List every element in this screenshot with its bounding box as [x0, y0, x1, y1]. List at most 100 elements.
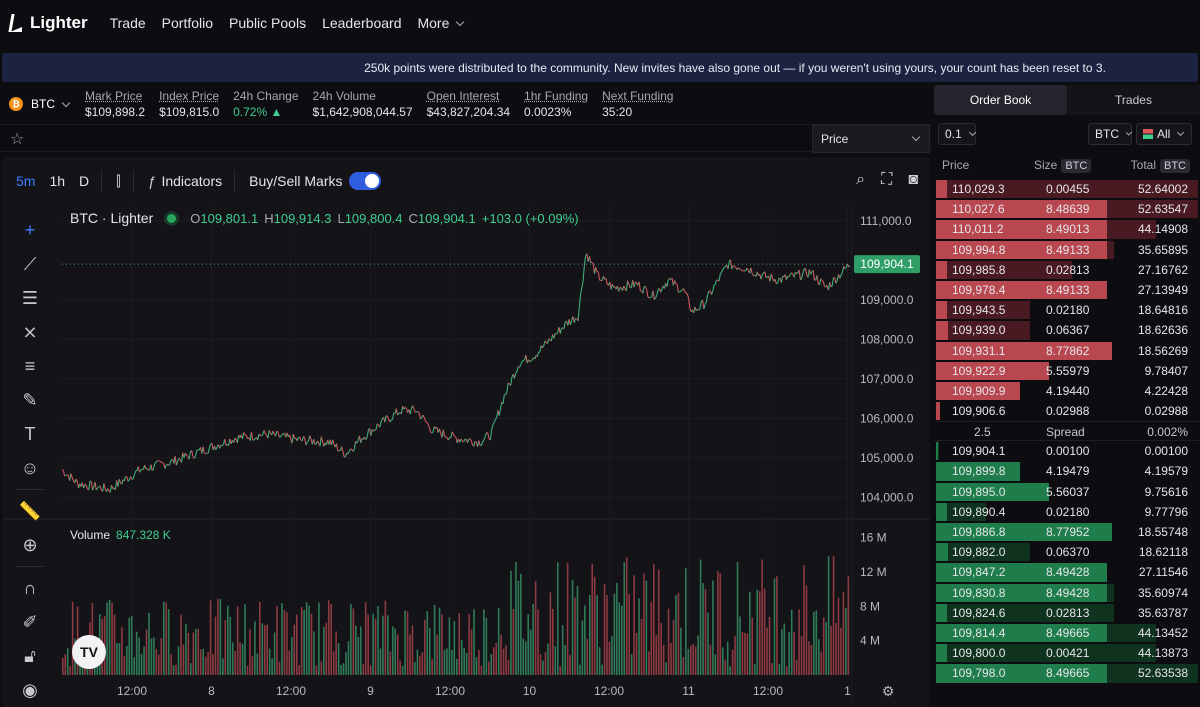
price-segment — [272, 430, 275, 434]
ask-row[interactable]: 110,027.6 8.48639 52.63547 — [934, 199, 1200, 219]
volume-bar — [202, 648, 204, 675]
star-icon[interactable]: ☆ — [10, 131, 25, 148]
bid-row[interactable]: 109,895.0 5.56037 9.75616 — [934, 482, 1200, 502]
nav-public-pools[interactable]: Public Pools — [229, 15, 307, 31]
stat-label[interactable]: Mark Price — [85, 89, 143, 103]
price-segment — [277, 432, 280, 438]
buysell-marks-toggle[interactable] — [348, 172, 381, 190]
indicators-icon[interactable]: ƒ — [147, 173, 156, 189]
horizontal-lines-icon[interactable]: ☰ — [21, 287, 39, 308]
volume-bar — [414, 662, 416, 675]
price-chart[interactable]: 111,000.0 109,000.0 108,000.0 107,000.0 106,… — [2, 157, 930, 707]
unit-select[interactable]: BTC — [1088, 123, 1133, 145]
price-segment — [398, 412, 401, 414]
tradingview-logo[interactable]: TV — [72, 635, 106, 669]
bid-total: 0.00100 — [1144, 444, 1188, 459]
ask-row[interactable]: 109,922.9 5.55979 9.78407 — [934, 361, 1200, 381]
pattern-icon[interactable]: ⨯ — [22, 321, 38, 342]
volume-bar — [497, 608, 500, 675]
bid-row[interactable]: 109,824.6 0.02813 35.63787 — [934, 603, 1200, 623]
timeframe-1h[interactable]: 1h — [49, 173, 66, 189]
price-segment — [737, 267, 740, 270]
fullscreen-icon[interactable]: ⛶ — [881, 171, 893, 188]
price-segment — [427, 423, 430, 428]
market-selector[interactable]: ₿ BTC — [9, 97, 71, 111]
ask-row[interactable]: 109,909.9 4.19440 4.22428 — [934, 381, 1200, 401]
bid-row[interactable]: 109,886.8 8.77952 18.55748 — [934, 522, 1200, 542]
volume-bar — [529, 629, 532, 675]
timeframe-5m[interactable]: 5m — [16, 173, 36, 189]
volume-bar — [359, 626, 362, 675]
price-segment — [648, 296, 651, 299]
stat-open-interest: Open Interest $43,827,204.34 — [427, 88, 510, 120]
nav-more[interactable]: More — [417, 15, 465, 31]
trend-line-icon[interactable]: ⟋ — [23, 253, 37, 274]
book-filter-select[interactable]: All — [1136, 123, 1192, 145]
bid-row[interactable]: 109,904.1 0.00100 0.00100 — [934, 441, 1200, 461]
ask-row[interactable]: 109,906.6 0.02988 0.02988 — [934, 401, 1200, 421]
bid-row[interactable]: 109,890.4 0.02180 9.77796 — [934, 502, 1200, 522]
bid-row[interactable]: 109,800.0 0.00421 44.13873 — [934, 643, 1200, 663]
ask-row[interactable]: 109,939.0 0.06367 18.62636 — [934, 320, 1200, 340]
volume-bar — [704, 588, 707, 675]
ruler-icon[interactable]: 📏 — [18, 500, 42, 521]
ask-row[interactable]: 109,931.1 8.77862 18.56269 — [934, 341, 1200, 361]
stat-label[interactable]: 1hr Funding — [524, 89, 589, 103]
measure-lines-icon[interactable]: ≡ — [24, 355, 36, 376]
stat-value: $1,642,908,044.57 — [312, 105, 413, 119]
ask-row[interactable]: 110,029.3 0.00455 52.64002 — [934, 179, 1200, 199]
candles-icon[interactable]: ⫿ — [116, 172, 121, 189]
price-segment — [582, 265, 585, 281]
ask-row[interactable]: 109,978.4 8.49133 27.13949 — [934, 280, 1200, 300]
toolbar-divider — [132, 170, 134, 192]
stat-label[interactable]: Open Interest — [426, 89, 500, 103]
indicators-button[interactable]: Indicators — [161, 173, 223, 189]
stat-label[interactable]: Index Price — [159, 89, 220, 103]
volume-bar — [64, 654, 67, 675]
text-icon[interactable]: T — [24, 423, 36, 444]
bid-row[interactable]: 109,847.2 8.49428 27.11546 — [934, 562, 1200, 582]
zoom-icon[interactable]: ⌕ — [856, 171, 866, 188]
logo[interactable]: Lighter — [8, 12, 88, 34]
eye-icon[interactable]: ◉ — [22, 679, 38, 700]
ask-row[interactable]: 109,994.8 8.49133 35.65895 — [934, 240, 1200, 260]
bid-row[interactable]: 109,830.8 8.49428 35.60974 — [934, 583, 1200, 603]
settings-gear-icon[interactable]: ⚙ — [882, 684, 895, 700]
volume-bar — [677, 592, 680, 675]
volume-bar — [640, 618, 643, 675]
volume-bar — [266, 624, 268, 675]
ask-row[interactable]: 109,943.5 0.02180 18.64816 — [934, 300, 1200, 320]
brush-icon[interactable]: ✎ — [22, 389, 38, 410]
lock-icon[interactable]: 🔓︎ — [24, 645, 36, 666]
volume-bar — [419, 656, 421, 675]
volume-bar — [367, 614, 369, 675]
nav-portfolio[interactable]: Portfolio — [161, 15, 214, 31]
bid-row[interactable]: 109,882.0 0.06370 18.62118 — [934, 542, 1200, 562]
ask-size-bar — [936, 280, 1107, 300]
magnet-icon[interactable]: ∩ — [23, 577, 37, 598]
bid-row[interactable]: 109,798.0 8.49665 52.63538 — [934, 663, 1200, 683]
bid-row[interactable]: 109,814.4 8.49665 44.13452 — [934, 623, 1200, 643]
price-select[interactable]: Price — [812, 125, 930, 153]
ask-row[interactable]: 109,985.8 0.02813 27.16762 — [934, 260, 1200, 280]
zoom-in-icon[interactable]: ⊕ — [22, 534, 38, 555]
chevron-down-icon — [1177, 128, 1185, 137]
stat-label[interactable]: Next Funding — [602, 89, 674, 103]
tab-order-book[interactable]: Order Book — [934, 85, 1067, 115]
volume-bar — [682, 657, 685, 675]
tick-size-select[interactable]: 0.1 — [938, 123, 976, 145]
emoji-icon[interactable]: ☺ — [20, 457, 40, 478]
tab-trades[interactable]: Trades — [1067, 85, 1200, 115]
crosshair-icon[interactable]: + — [24, 219, 36, 240]
timeframe-d[interactable]: D — [79, 173, 90, 189]
ask-row[interactable]: 110,011.2 8.49013 44.14908 — [934, 219, 1200, 239]
price-segment — [296, 437, 299, 442]
spread-percent: 0.002% — [1147, 425, 1188, 440]
camera-icon[interactable]: ◙ — [908, 171, 918, 188]
lock-drawing-icon[interactable]: ✐ — [22, 611, 38, 632]
bid-row[interactable]: 109,899.8 4.19479 4.19579 — [934, 461, 1200, 481]
nav-leaderboard[interactable]: Leaderboard — [322, 15, 402, 31]
nav-trade[interactable]: Trade — [109, 15, 146, 31]
price-segment — [175, 460, 179, 466]
